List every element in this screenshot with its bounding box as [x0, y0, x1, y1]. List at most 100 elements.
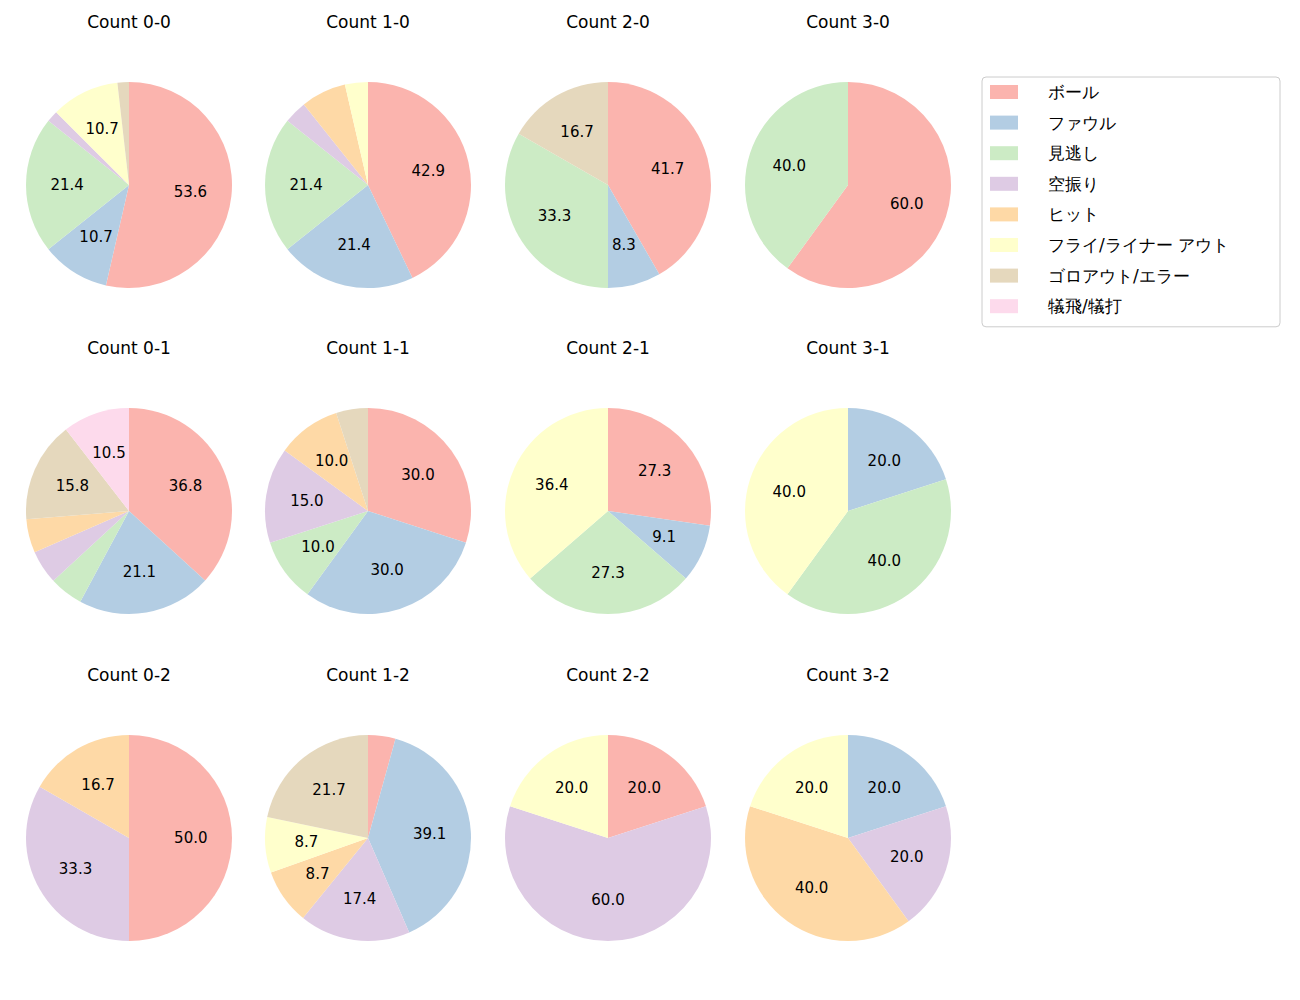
pie-slice	[510, 735, 608, 838]
data-label: 39.1	[413, 825, 446, 843]
legend-label: 犠飛/犠打	[1048, 296, 1122, 316]
pie-chart: Count 1-130.030.010.015.010.0	[265, 338, 471, 614]
data-label: 8.7	[294, 833, 318, 851]
pie-slice	[519, 82, 608, 185]
pie-slice	[505, 408, 608, 578]
legend-label: ヒット	[1048, 204, 1099, 224]
legend-swatch	[990, 269, 1018, 283]
chart-title: Count 3-0	[806, 12, 890, 32]
pie-slice	[608, 185, 659, 288]
legend-swatch	[990, 85, 1018, 99]
pie-slice	[750, 735, 848, 838]
data-label: 15.0	[290, 492, 323, 510]
legend-swatch	[990, 238, 1018, 252]
slices	[26, 408, 232, 614]
data-label: 8.3	[612, 236, 636, 254]
slices	[505, 735, 711, 941]
pie-chart: Count 1-239.117.48.78.721.7	[265, 665, 471, 941]
data-label: 33.3	[59, 860, 92, 878]
data-label: 20.0	[868, 779, 901, 797]
data-label: 36.4	[535, 476, 568, 494]
pie-slice	[345, 82, 368, 185]
data-label: 10.0	[301, 538, 334, 556]
data-label: 40.0	[773, 157, 806, 175]
data-label: 21.4	[50, 176, 83, 194]
data-label: 27.3	[638, 462, 671, 480]
data-label: 30.0	[401, 466, 434, 484]
pie-chart: Count 2-1 27.3 9.1 27.3 36.4	[505, 338, 711, 614]
data-label: 40.0	[795, 879, 828, 897]
legend-swatch	[990, 146, 1018, 160]
slices	[265, 735, 471, 941]
slices	[265, 408, 471, 614]
data-label: 16.7	[560, 123, 593, 141]
data-label: 40.0	[773, 483, 806, 501]
data-label: 9.1	[652, 528, 676, 546]
data-label: 42.9	[412, 162, 445, 180]
data-label: 36.8	[169, 477, 202, 495]
chart-title: Count 2-1	[566, 338, 650, 358]
slices	[745, 735, 951, 941]
legend-label: 空振り	[1048, 174, 1099, 194]
slices	[265, 82, 471, 288]
chart-title: Count 2-2	[566, 665, 650, 685]
chart-title: Count 1-0	[326, 12, 410, 32]
slices	[505, 408, 711, 614]
legend-swatch	[990, 207, 1018, 221]
data-label: 10.0	[315, 452, 348, 470]
pie-chart: Count 0-053.610.721.410.7	[26, 12, 232, 288]
data-label: 20.0	[628, 779, 661, 797]
chart-title: Count 2-0	[566, 12, 650, 32]
data-label: 10.5	[92, 444, 125, 462]
data-label: 40.0	[868, 552, 901, 570]
legend-label: ボール	[1048, 82, 1099, 102]
legend-label: ゴロアウト/エラー	[1048, 266, 1190, 286]
pie-slice	[117, 82, 129, 185]
data-label: 20.0	[555, 779, 588, 797]
data-label: 10.7	[79, 228, 112, 246]
pie-slice	[66, 408, 129, 511]
pie-slice	[745, 408, 848, 594]
legend-swatch	[990, 116, 1018, 130]
legend: ボールファウル見逃し空振りヒットフライ/ライナー アウトゴロアウト/エラー犠飛/…	[982, 77, 1280, 327]
pie-chart: Count 3-1 20.0 40.0 40.0	[745, 338, 951, 614]
legend-frame	[982, 77, 1280, 327]
legend-label: 見逃し	[1048, 143, 1099, 163]
data-label: 60.0	[591, 891, 624, 909]
chart-title: Count 1-2	[326, 665, 410, 685]
data-label: 53.6	[174, 183, 207, 201]
data-label: 21.1	[123, 563, 156, 581]
chart-title: Count 3-2	[806, 665, 890, 685]
data-label: 50.0	[174, 829, 207, 847]
pie-slice	[267, 735, 368, 838]
data-label: 27.3	[591, 564, 624, 582]
slices	[745, 408, 951, 614]
data-label: 41.7	[651, 160, 684, 178]
legend-label: フライ/ライナー アウト	[1048, 235, 1229, 255]
data-label: 33.3	[538, 207, 571, 225]
data-label: 21.4	[289, 176, 322, 194]
pie-slice	[56, 83, 129, 185]
pie-slice	[608, 82, 711, 274]
pie-chart: Count 3-220.020.040.020.0	[745, 665, 951, 941]
data-label: 21.7	[312, 781, 345, 799]
slices	[745, 82, 951, 288]
data-label: 21.4	[337, 236, 370, 254]
slices	[26, 735, 232, 941]
data-label: 15.8	[56, 477, 89, 495]
data-label: 30.0	[370, 561, 403, 579]
legend-swatch	[990, 299, 1018, 313]
chart-title: Count 3-1	[806, 338, 890, 358]
pie-slice	[40, 735, 129, 838]
data-label: 10.7	[85, 120, 118, 138]
data-label: 20.0	[868, 452, 901, 470]
pie-chart: Count 0-2 50.0 33.3 16.7	[26, 665, 232, 941]
slices	[26, 82, 232, 288]
chart-title: Count 0-2	[87, 665, 171, 685]
data-label: 60.0	[890, 195, 923, 213]
data-label: 16.7	[81, 776, 114, 794]
data-label: 20.0	[890, 848, 923, 866]
pie-chart: Count 0-136.821.115.810.5	[26, 338, 232, 614]
pie-chart: Count 3-0 60.0 40.0	[745, 12, 951, 288]
pie-chart: Count 1-0 42.9 21.4 21.4	[265, 12, 471, 288]
